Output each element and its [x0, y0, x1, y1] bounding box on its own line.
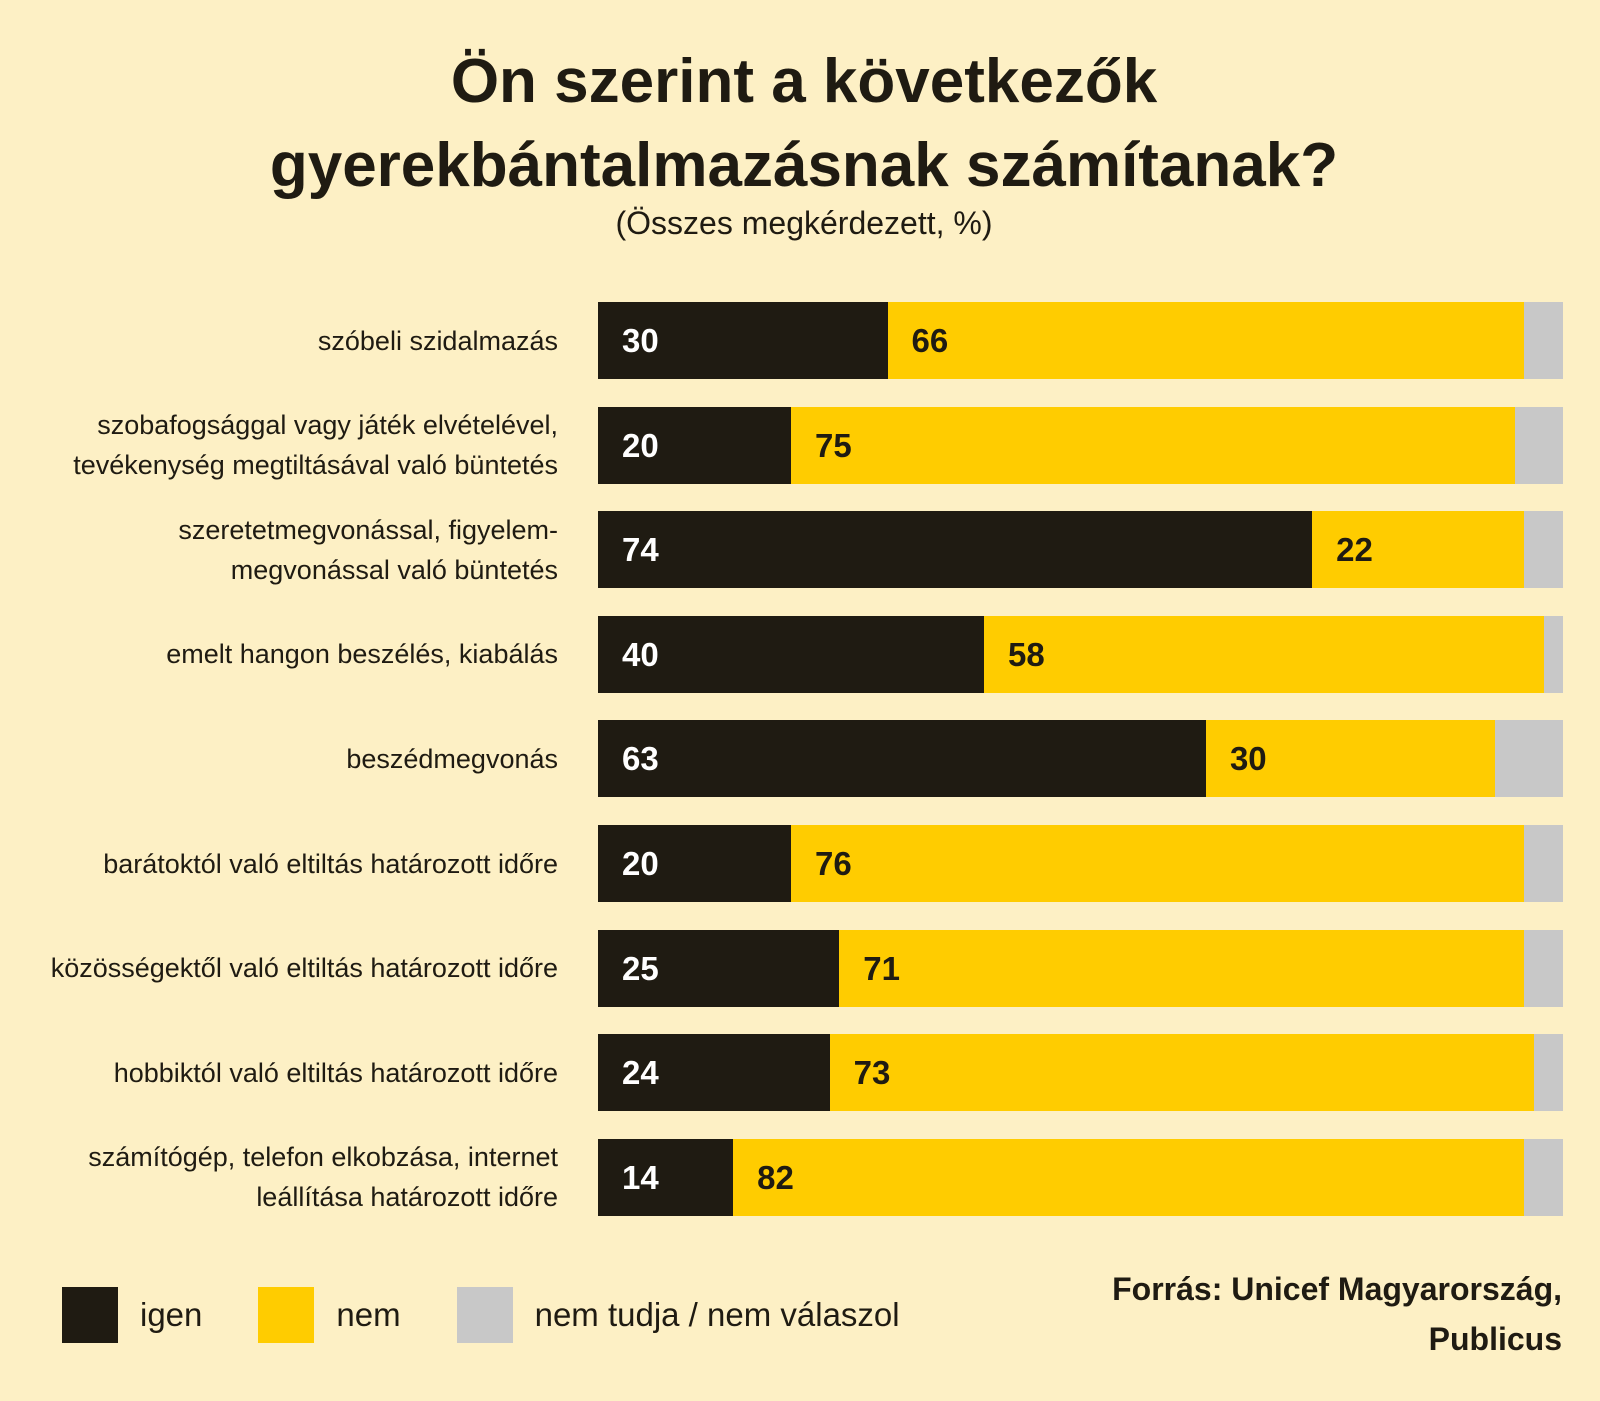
- bar-segment-igen: 20: [598, 825, 791, 902]
- chart-subtitle: (Összes megkérdezett, %): [615, 205, 993, 241]
- bar-segment-nem-tudja-nem-valaszol: [1524, 1138, 1563, 1216]
- data-label: 74: [622, 531, 659, 569]
- bar-segment-nem-tudja-nem-valaszol: [1514, 406, 1563, 484]
- bar-row: szobafogsággal vagy játék elvételével, t…: [0, 406, 1600, 484]
- bar-segment-igen: 74: [598, 511, 1313, 589]
- data-label: 82: [757, 1158, 794, 1196]
- bar-segment-igen: 40: [598, 615, 984, 693]
- category-label: számítógép, telefon elkobzása, internet …: [88, 1142, 558, 1213]
- bar-row: szóbeli szidalmazás 30 66: [0, 302, 1600, 379]
- data-label: 76: [815, 845, 852, 882]
- data-label: 30: [1229, 740, 1267, 778]
- bar-segment-nem: 73: [829, 1034, 1535, 1112]
- bar-segment-nem-tudja-nem-valaszol: [1524, 302, 1563, 379]
- legend-label: nem tudja / nem válaszol: [534, 1296, 900, 1333]
- category-label: emelt hangon beszélés, kiabálás: [166, 639, 558, 670]
- data-label: 71: [863, 949, 900, 987]
- legend-label: nem: [336, 1296, 401, 1333]
- data-label: 30: [622, 322, 659, 359]
- category-label: beszédmegvonás: [346, 743, 558, 774]
- data-label: 22: [1336, 531, 1373, 569]
- category-label: szóbeli szidalmazás: [317, 325, 558, 356]
- legend-label: igen: [140, 1296, 203, 1333]
- bar-segment-nem-tudja-nem-valaszol: [1524, 511, 1563, 589]
- bar-segment-igen: 20: [598, 406, 791, 484]
- bar-row: közösségektől való eltiltás határozott i…: [0, 929, 1600, 1007]
- data-label: 40: [622, 635, 659, 673]
- data-label: 14: [622, 1158, 659, 1196]
- data-label: 63: [622, 740, 659, 778]
- bar-segment-nem: 22: [1312, 511, 1525, 589]
- category-label: szeretetmegvonással, figyelem- megvonáss…: [178, 514, 558, 585]
- data-label: 24: [622, 1054, 659, 1092]
- bar-segment-nem-tudja-nem-valaszol: [1543, 615, 1563, 693]
- category-label: hobbiktól való eltiltás határozott időre: [113, 1057, 558, 1088]
- bar-segment-igen: 24: [598, 1034, 830, 1112]
- source-note: Forrás: Unicef Magyarország, Publicus: [1112, 1271, 1562, 1357]
- bar-segment-nem: 75: [791, 406, 1515, 484]
- legend-swatch: [62, 1287, 118, 1343]
- data-label: 66: [911, 322, 949, 359]
- bar-segment-nem-tudja-nem-valaszol: [1524, 929, 1563, 1007]
- bar-row: szeretetmegvonással, figyelem- megvonáss…: [0, 511, 1600, 589]
- data-label: 20: [622, 845, 659, 882]
- category-label: szobafogsággal vagy játék elvételével, t…: [73, 410, 558, 481]
- bar-segment-nem: 58: [984, 615, 1544, 693]
- bar-segment-igen: 63: [598, 720, 1206, 798]
- category-label: közösségektől való eltiltás határozott i…: [50, 953, 558, 984]
- bar-row: beszédmegvonás 63 30: [0, 720, 1600, 798]
- legend: igen nem nem tudja / nem válaszol: [62, 1287, 956, 1343]
- legend-swatch: [456, 1287, 513, 1343]
- bar-row: hobbiktól való eltiltás határozott időre…: [0, 1034, 1600, 1112]
- data-label: 75: [815, 426, 852, 464]
- data-label: 73: [853, 1054, 891, 1092]
- data-label: 58: [1008, 635, 1045, 673]
- bar-segment-igen: 25: [598, 929, 840, 1007]
- bar-segment-nem-tudja-nem-valaszol: [1524, 825, 1563, 902]
- bar-segment-nem-tudja-nem-valaszol: [1495, 720, 1563, 798]
- bar-row: számítógép, telefon elkobzása, internet …: [0, 1138, 1600, 1216]
- chart-title: Ön szerint a következők gyerekbántalmazá…: [269, 47, 1339, 200]
- bar-segment-nem: 66: [887, 302, 1525, 379]
- legend-item-igen: igen: [62, 1287, 202, 1343]
- bar-segment-nem: 71: [839, 929, 1525, 1007]
- legend-swatch: [258, 1287, 315, 1343]
- data-label: 25: [622, 949, 659, 987]
- bar-segment-nem: 82: [733, 1138, 1525, 1216]
- bar-segment-nem: 30: [1205, 720, 1496, 798]
- bar-row: barátoktól való eltiltás határozott időr…: [0, 825, 1600, 902]
- bar-segment-igen: 14: [598, 1138, 734, 1216]
- category-label: barátoktól való eltiltás határozott időr…: [103, 848, 558, 879]
- legend-item-nem: nem: [258, 1287, 401, 1343]
- bar-segment-nem-tudja-nem-valaszol: [1534, 1034, 1563, 1112]
- data-label: 20: [622, 426, 659, 464]
- bar-segment-igen: 30: [598, 302, 888, 379]
- bar-segment-nem: 76: [791, 825, 1525, 902]
- legend-item-nem-tudja-nem-valaszol: nem tudja / nem válaszol: [456, 1287, 900, 1343]
- bar-row: emelt hangon beszélés, kiabálás 40 58: [0, 615, 1600, 693]
